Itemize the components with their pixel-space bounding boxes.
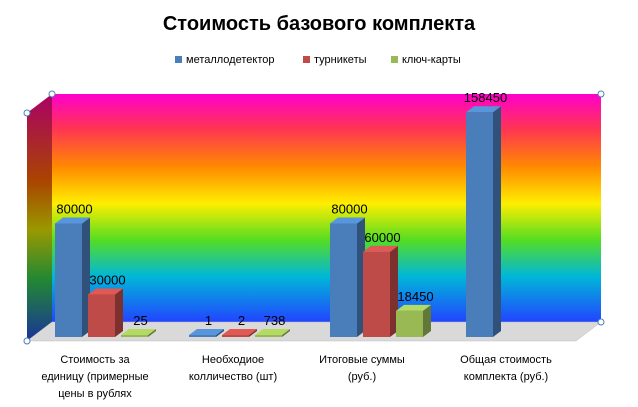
bar-front [55, 223, 82, 337]
legend-label: ключ-карты [402, 54, 461, 66]
category-label: Необходиое [202, 354, 264, 366]
plot-side-wall [27, 94, 52, 341]
chart-title: Стоимость базового комплекта [163, 13, 476, 35]
bar-side [148, 329, 156, 337]
category-labels: Стоимость за единицу (примерные цены в руб… [41, 354, 552, 400]
legend: металлодетектор турникеты ключ-карты [175, 54, 461, 66]
legend-swatch [175, 56, 182, 63]
bar-front [466, 112, 493, 337]
bar [121, 329, 156, 337]
bar [466, 106, 501, 337]
selection-handles [23, 90, 605, 345]
category-label: (руб.) [348, 371, 376, 383]
bar-front [222, 335, 249, 337]
value-label: 60000 [364, 230, 400, 245]
bars [55, 106, 501, 337]
category-label: комплекта (руб.) [464, 371, 548, 383]
legend-label: турникеты [314, 54, 367, 66]
legend-swatch [391, 56, 398, 63]
bar-side [493, 106, 501, 337]
bar-side [282, 329, 290, 337]
bar-top [330, 217, 365, 224]
value-label: 25 [133, 313, 147, 328]
legend-swatch [303, 56, 310, 63]
bar-top [88, 288, 123, 295]
bar-top [363, 245, 398, 252]
bar-front [330, 223, 357, 337]
legend-item: ключ-карты [391, 54, 461, 66]
bar-side [115, 288, 123, 337]
bar-top [55, 217, 90, 224]
bar [330, 217, 365, 337]
bar [222, 329, 257, 337]
bar-side [216, 329, 224, 337]
bar [88, 288, 123, 337]
value-label: 80000 [331, 202, 367, 217]
bar [189, 329, 224, 337]
value-labels: 80000 30000 25 1 2 738 80000 60000 18450 158450 [56, 90, 507, 328]
bar-front [189, 335, 216, 337]
legend-item: металлодетектор [175, 54, 274, 66]
value-label: 80000 [56, 202, 92, 217]
value-label: 2 [238, 313, 245, 328]
bar-side [423, 304, 431, 337]
category-label: цены в рублях [58, 388, 132, 400]
value-label: 158450 [464, 90, 507, 105]
bar-top [396, 304, 431, 311]
value-label: 30000 [89, 272, 125, 287]
bar-top [222, 329, 257, 335]
bar-top [255, 329, 290, 335]
legend-label: металлодетектор [186, 54, 274, 66]
bar-top [121, 329, 156, 335]
bar-top [466, 106, 501, 113]
legend-item: турникеты [303, 54, 367, 66]
bar-front [88, 294, 115, 337]
value-label: 738 [264, 313, 286, 328]
bar [396, 304, 431, 337]
category-label: Итоговые суммы [319, 354, 405, 366]
bar-front [121, 335, 148, 337]
category-label: единицу (примерные [41, 371, 148, 383]
bar [363, 245, 398, 337]
bar-front [396, 310, 423, 337]
bar-front [363, 251, 390, 337]
category-label: Общая стоимость [460, 354, 552, 366]
bar [255, 329, 290, 337]
bar-top [189, 329, 224, 335]
value-label: 1 [205, 313, 212, 328]
bar [55, 217, 90, 337]
bar-front [255, 335, 282, 337]
bar-side [249, 329, 257, 337]
category-label: Стоимость за [60, 354, 130, 366]
category-label: колличество (шт) [189, 371, 277, 383]
plot-back-wall [52, 94, 601, 322]
value-label: 18450 [397, 289, 433, 304]
